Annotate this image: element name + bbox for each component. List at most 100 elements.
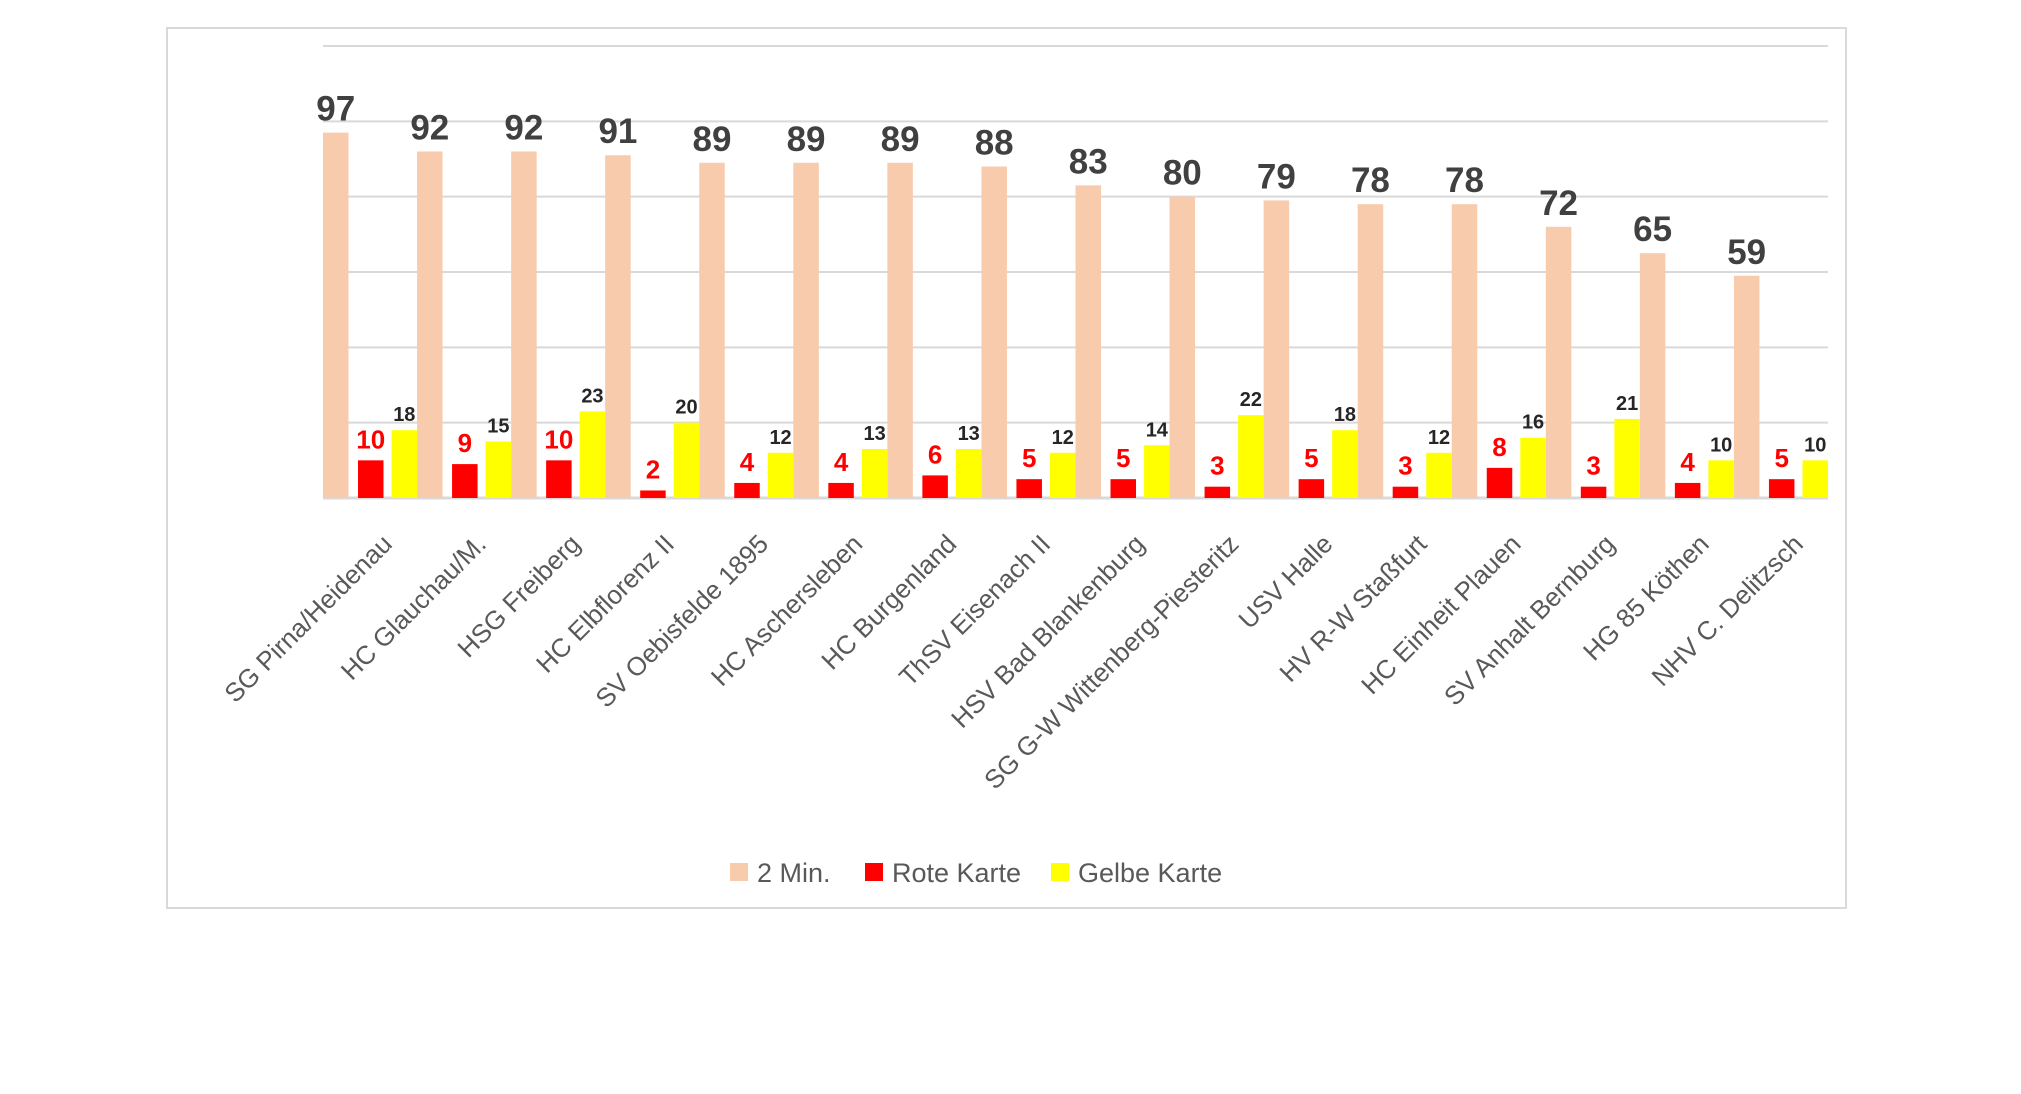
legend-swatch: [730, 863, 748, 881]
legend-label: 2 Min.: [757, 858, 831, 888]
data-label-2min: 89: [881, 120, 920, 159]
data-label-gelbe-karte: 18: [393, 404, 415, 426]
bar-rote-karte: [1486, 467, 1513, 498]
bar-gelbe-karte: [767, 452, 794, 498]
bar-2min: [1639, 253, 1666, 498]
bar-2min: [981, 166, 1007, 499]
legend-label: Rote Karte: [892, 858, 1021, 888]
bar-rote-karte: [1016, 479, 1042, 498]
data-label-2min: 92: [504, 108, 543, 147]
data-label-2min: 78: [1351, 161, 1390, 200]
data-label-gelbe-karte: 10: [1710, 434, 1732, 456]
data-label-2min: 78: [1445, 161, 1484, 200]
legend-item-gelbe-karte: Gelbe Karte: [1051, 858, 1222, 888]
bar-2min: [887, 162, 913, 498]
bar-gelbe-karte: [1144, 445, 1170, 498]
data-label-2min: 79: [1257, 157, 1296, 196]
category-label: SG Pirna/Heidenau: [218, 529, 398, 709]
data-label-2min: 80: [1163, 154, 1202, 193]
bars: [323, 132, 1828, 499]
bar-2min: [1357, 204, 1384, 498]
data-label-rote-karte: 5: [1304, 443, 1318, 473]
data-label-2min: 91: [598, 112, 637, 151]
bar-gelbe-karte: [1426, 452, 1452, 498]
data-label-rote-karte: 4: [834, 447, 849, 477]
data-label-2min: 97: [316, 90, 355, 129]
data-label-rote-karte: 5: [1774, 443, 1788, 473]
bar-rote-karte: [546, 460, 572, 498]
bar-2min: [1263, 200, 1290, 498]
bar-rote-karte: [1768, 479, 1795, 498]
bar-gelbe-karte: [391, 430, 418, 498]
bar-gelbe-karte: [1050, 452, 1076, 498]
bar-2min: [511, 151, 537, 498]
bar-gelbe-karte: [955, 449, 982, 498]
data-label-rote-karte: 9: [458, 428, 472, 458]
bar-gelbe-karte: [1802, 460, 1828, 498]
data-label-gelbe-karte: 21: [1616, 393, 1638, 415]
bar-rote-karte: [1298, 479, 1325, 498]
bar-2min: [417, 151, 443, 498]
bar-gelbe-karte: [673, 422, 700, 498]
bar-gelbe-karte: [1332, 430, 1358, 498]
category-label: SV Anhalt Bernburg: [1438, 529, 1621, 712]
data-label-rote-karte: 10: [356, 424, 385, 454]
bar-rote-karte: [1204, 486, 1231, 498]
data-label-2min: 89: [693, 120, 732, 159]
bar-2min: [1451, 204, 1478, 498]
data-label-2min: 88: [975, 124, 1014, 163]
data-label-2min: 92: [410, 108, 449, 147]
data-label-gelbe-karte: 10: [1804, 434, 1826, 456]
legend-label: Gelbe Karte: [1078, 858, 1222, 888]
data-label-rote-karte: 10: [544, 424, 573, 454]
legend-swatch: [1051, 863, 1069, 881]
bar-rote-karte: [1110, 479, 1136, 498]
bar-rote-karte: [640, 490, 666, 498]
data-label-gelbe-karte: 12: [1052, 427, 1074, 449]
bar-gelbe-karte: [1708, 460, 1734, 498]
data-label-gelbe-karte: 23: [581, 385, 603, 407]
data-label-2min: 89: [787, 120, 826, 159]
data-label-2min: 65: [1633, 210, 1672, 249]
bar-2min: [1169, 196, 1196, 498]
category-label: SV Oebisfelde 1895: [589, 529, 774, 714]
data-label-gelbe-karte: 12: [1428, 427, 1450, 449]
legend-swatch: [865, 863, 883, 881]
data-label-gelbe-karte: 20: [675, 397, 697, 419]
data-label-rote-karte: 2: [646, 454, 660, 484]
bar-2min: [605, 155, 631, 498]
bar-2min: [323, 132, 349, 498]
data-label-2min: 59: [1727, 233, 1766, 272]
data-label-rote-karte: 5: [1116, 443, 1130, 473]
bar-rote-karte: [1580, 486, 1607, 498]
bar-gelbe-karte: [485, 441, 512, 498]
bar-rote-karte: [452, 464, 478, 498]
bar-rote-karte: [1392, 486, 1419, 498]
bar-2min: [1733, 275, 1760, 498]
legend-item-rote-karte: Rote Karte: [865, 858, 1021, 888]
data-label-gelbe-karte: 13: [864, 423, 886, 445]
bar-2min: [1075, 185, 1101, 498]
bar-2min: [699, 162, 725, 498]
bar-rote-karte: [1674, 482, 1701, 498]
data-label-rote-karte: 6: [928, 439, 942, 469]
bar-gelbe-karte: [1614, 418, 1640, 498]
gridlines: [323, 45, 1828, 500]
data-label-gelbe-karte: 12: [769, 427, 791, 449]
bar-rote-karte: [828, 482, 854, 498]
data-label-2min: 83: [1069, 142, 1108, 181]
data-label-gelbe-karte: 15: [487, 416, 509, 438]
category-label: HC Einheit Plauen: [1355, 529, 1526, 700]
data-label-gelbe-karte: 13: [958, 423, 980, 445]
bar-gelbe-karte: [1520, 437, 1546, 498]
bar-rote-karte: [734, 482, 760, 498]
bar-rote-karte: [922, 475, 948, 498]
legend-item-2min: 2 Min.: [730, 858, 831, 888]
data-label-gelbe-karte: 18: [1334, 404, 1356, 426]
data-label-rote-karte: 4: [740, 447, 755, 477]
data-label-2min: 72: [1539, 184, 1578, 223]
data-label-rote-karte: 3: [1586, 451, 1600, 481]
data-label-rote-karte: 4: [1680, 447, 1695, 477]
